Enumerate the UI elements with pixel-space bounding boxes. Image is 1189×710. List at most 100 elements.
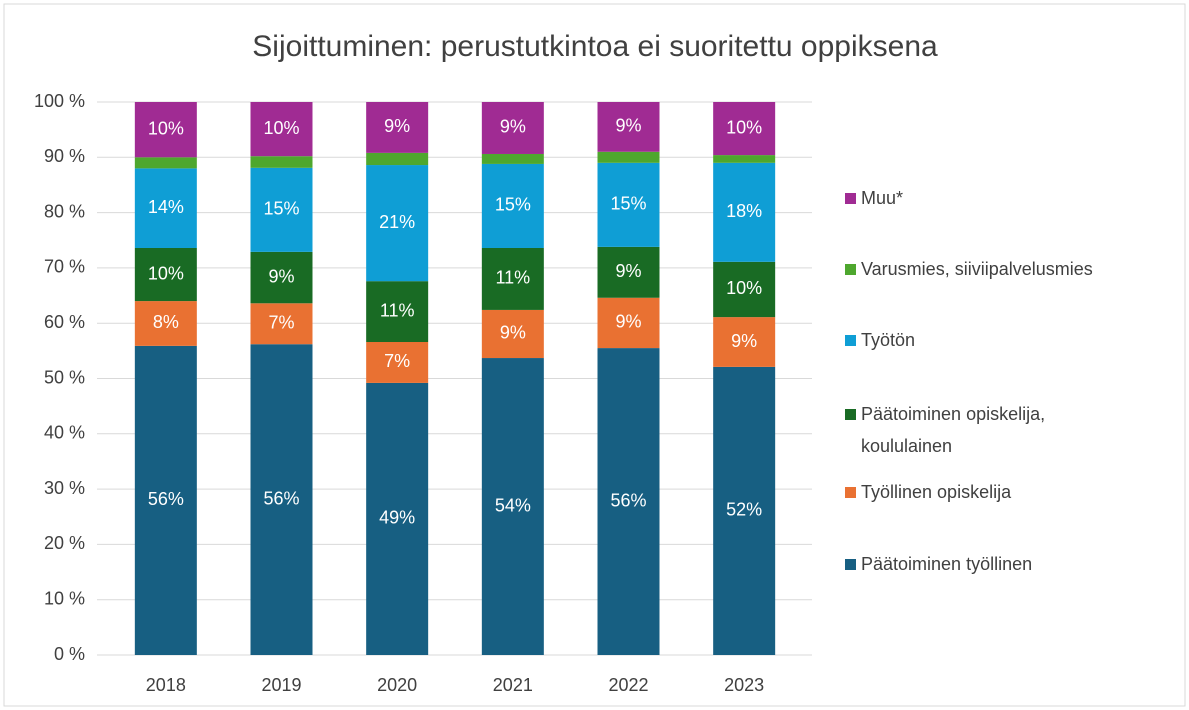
- legend-item: Muu*: [845, 182, 1145, 214]
- bar-segment: [481, 153, 544, 164]
- y-tick-label: 60 %: [44, 312, 85, 332]
- bar-segment: [134, 168, 197, 248]
- y-tick-label: 50 %: [44, 367, 85, 387]
- bar-segment: [713, 102, 776, 156]
- bar-segment: [597, 162, 660, 247]
- data-label: 9%: [615, 312, 641, 332]
- bar-segment: [713, 317, 776, 367]
- chart-frame: [3, 3, 1186, 707]
- data-label: 21%: [379, 212, 415, 232]
- data-label: 9%: [384, 116, 410, 136]
- legend-label: Päätoiminen työllinen: [861, 554, 1033, 574]
- bar-segment: [481, 309, 544, 359]
- x-tick-label: 2023: [724, 675, 764, 695]
- bar-segment: [597, 297, 660, 349]
- data-label: 9%: [500, 323, 526, 343]
- data-label: 18%: [726, 201, 762, 221]
- data-label: 10%: [148, 263, 184, 283]
- x-tick-label: 2021: [493, 675, 533, 695]
- y-tick-label: 100 %: [34, 91, 85, 111]
- y-tick-label: 70 %: [44, 257, 85, 277]
- y-tick-label: 20 %: [44, 533, 85, 553]
- legend-item: Päätoiminen opiskelija, koululainen: [845, 398, 1145, 462]
- legend-swatch: [845, 487, 856, 498]
- bar-segment: [713, 261, 776, 318]
- legend-item: Päätoiminen työllinen: [845, 548, 1145, 580]
- data-label: 10%: [726, 117, 762, 137]
- data-label: 49%: [379, 508, 415, 528]
- bar-segment: [481, 358, 544, 655]
- legend-item: Työllinen opiskelija: [845, 476, 1145, 508]
- bar-segment: [366, 165, 429, 282]
- y-tick-label: 0 %: [54, 644, 85, 664]
- y-tick-label: 30 %: [44, 478, 85, 498]
- bar-segment: [366, 382, 429, 655]
- data-label: 8%: [153, 312, 179, 332]
- bar-segment: [134, 247, 197, 302]
- x-tick-label: 2019: [261, 675, 301, 695]
- data-label: 54%: [495, 495, 531, 515]
- legend-label: Varusmies, siiviipalvelusmies: [861, 259, 1093, 279]
- bar-segment: [597, 246, 660, 298]
- bar-segment: [366, 281, 429, 343]
- legend-label: Työllinen opiskelija: [861, 482, 1012, 502]
- bar-segment: [481, 102, 544, 154]
- bar-segment: [366, 342, 429, 383]
- y-tick-label: 80 %: [44, 201, 85, 221]
- data-label: 9%: [615, 116, 641, 136]
- data-label: 11%: [380, 300, 415, 320]
- legend-swatch: [845, 559, 856, 570]
- bar-segment: [597, 348, 660, 655]
- y-tick-label: 40 %: [44, 423, 85, 443]
- bar-segment: [597, 102, 660, 152]
- data-label: 15%: [495, 195, 531, 215]
- bar-segment: [366, 152, 429, 166]
- data-label: 7%: [384, 351, 410, 371]
- legend-swatch: [845, 335, 856, 346]
- data-label: 56%: [610, 490, 646, 510]
- legend-swatch: [845, 193, 856, 204]
- legend-label: Työtön: [861, 330, 916, 350]
- bar-segment: [713, 366, 776, 655]
- bar-segment: [597, 151, 660, 163]
- data-label: 52%: [726, 500, 762, 520]
- bar-segment: [250, 251, 313, 304]
- legend-item: Varusmies, siiviipalvelusmies: [845, 253, 1145, 285]
- bar-segment: [713, 155, 776, 163]
- data-label: 10%: [148, 118, 184, 138]
- data-label: 10%: [726, 278, 762, 298]
- data-label: 56%: [263, 488, 299, 508]
- y-tick-label: 10 %: [44, 588, 85, 608]
- data-label: 11%: [495, 268, 530, 288]
- bar-segment: [134, 301, 197, 346]
- data-label: 15%: [263, 199, 299, 219]
- y-tick-label: 90 %: [44, 146, 85, 166]
- bar-segment: [481, 247, 544, 310]
- x-tick-label: 2020: [377, 675, 417, 695]
- data-label: 14%: [148, 197, 184, 217]
- data-label: 9%: [500, 117, 526, 137]
- x-tick-label: 2018: [146, 675, 186, 695]
- data-label: 9%: [615, 261, 641, 281]
- legend-item: Työtön: [845, 324, 1145, 356]
- legend-label: Päätoiminen opiskelija, koululainen: [861, 404, 1046, 456]
- legend-label: Muu*: [861, 188, 904, 208]
- bar-segment: [366, 102, 429, 153]
- bar-segment: [250, 167, 313, 252]
- data-label: 9%: [268, 266, 294, 286]
- bar-segment: [134, 102, 197, 158]
- bar-segment: [250, 344, 313, 655]
- data-label: 56%: [148, 489, 184, 509]
- bar-segment: [713, 162, 776, 262]
- chart-title: Sijoittuminen: perustutkintoa ei suorite…: [252, 30, 938, 63]
- bar-segment: [134, 345, 197, 655]
- bar-segment: [481, 163, 544, 248]
- bar-segment: [134, 157, 197, 169]
- bar-segment: [250, 102, 313, 157]
- data-label: 10%: [263, 118, 299, 138]
- x-tick-label: 2022: [608, 675, 648, 695]
- legend-swatch: [845, 264, 856, 275]
- data-label: 15%: [610, 194, 646, 214]
